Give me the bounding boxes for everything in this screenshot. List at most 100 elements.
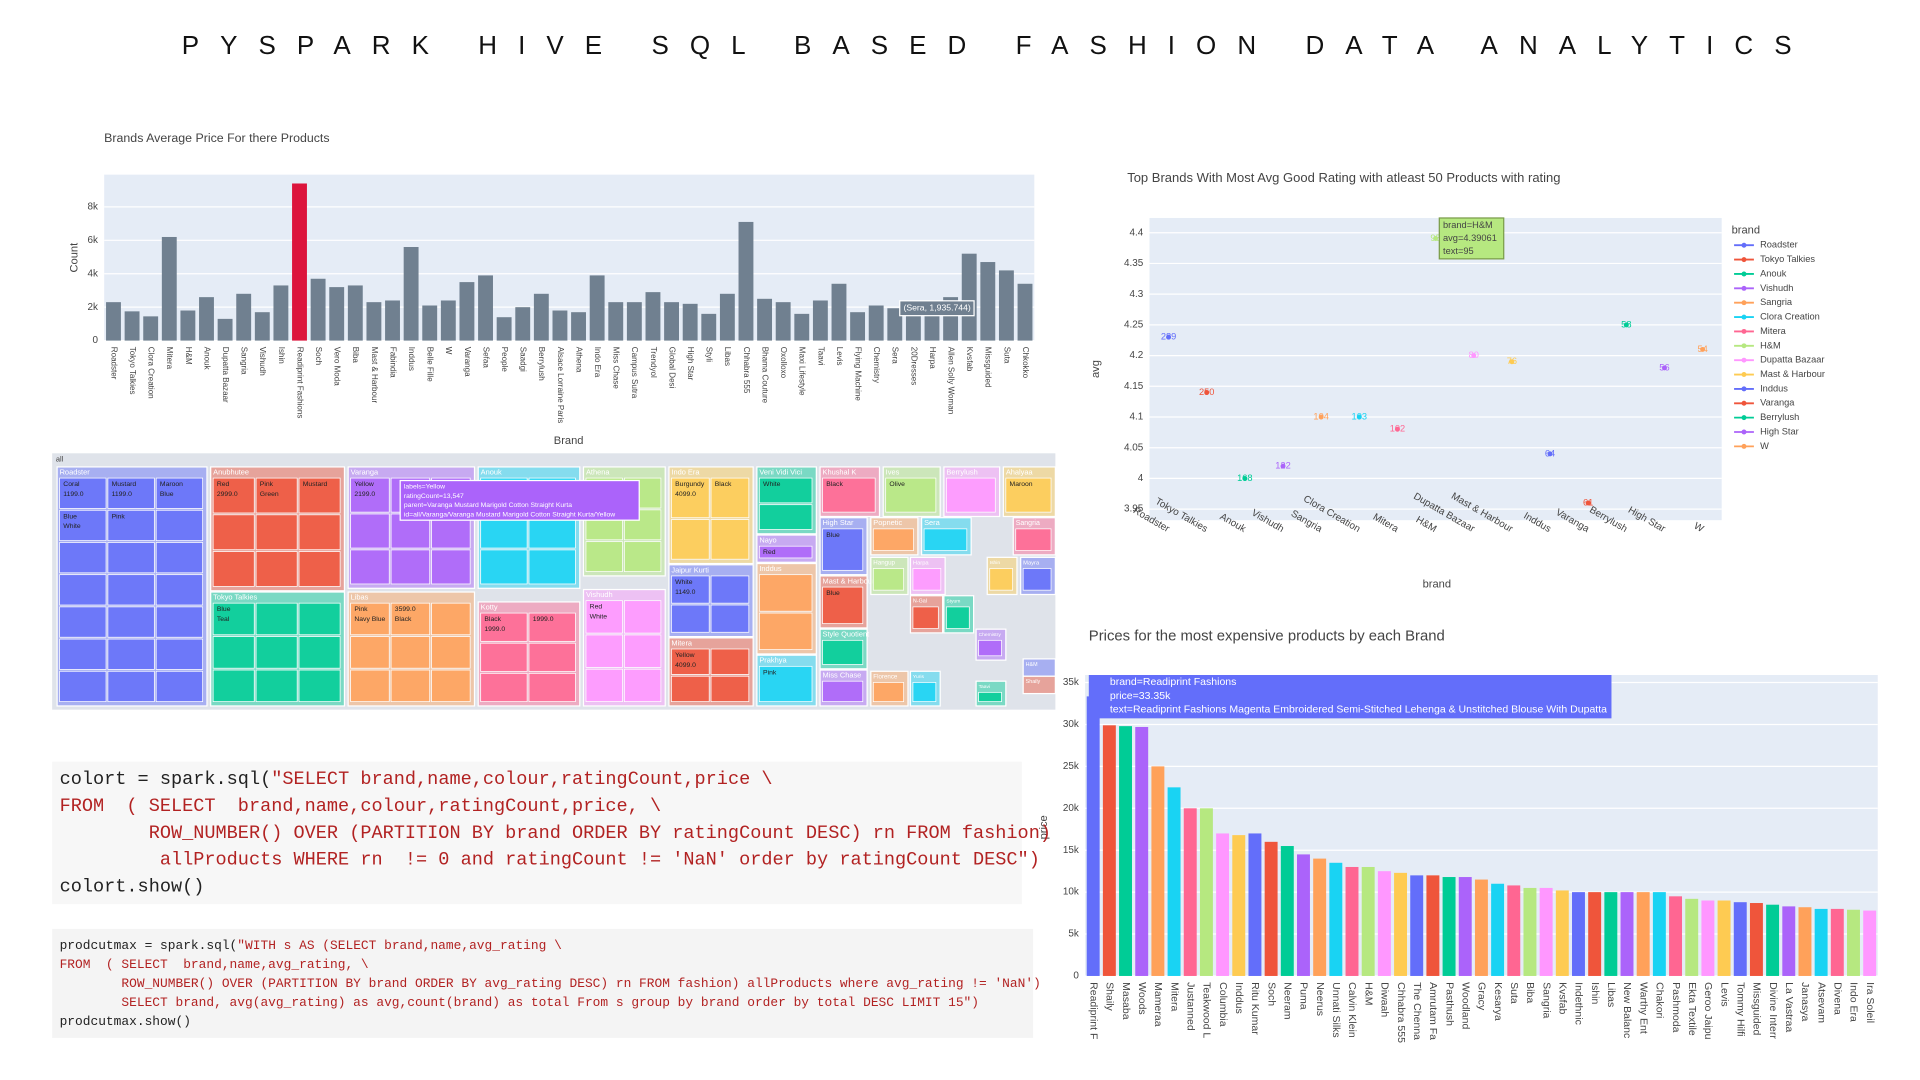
bar: [1830, 908, 1844, 976]
point-label: 54: [1697, 344, 1707, 354]
hover-label: price=33.35k: [1110, 690, 1171, 702]
bar: [143, 316, 159, 341]
treemap-tile: [390, 602, 431, 636]
hover-box: [1088, 675, 1612, 719]
code-line: allProducts WHERE rn != 0 and ratingCoun…: [60, 850, 1040, 871]
x-tick-label: Ishin: [1589, 982, 1601, 1004]
y-axis-label: price: [1038, 815, 1050, 839]
treemap-tile-label: Maroon: [1010, 481, 1033, 488]
x-tick-label: Indo Era: [593, 347, 602, 378]
x-tick-label: H&M: [1362, 982, 1374, 1005]
x-tick-label: Amrutam Fa: [1427, 982, 1439, 1040]
treemap-tile-label: Yellow: [675, 652, 694, 659]
treemap-tile-label: White: [63, 523, 81, 530]
hover-label: labels=Yellow: [404, 484, 445, 491]
x-tick-label: High Star: [686, 347, 695, 381]
legend-label: H&M: [1760, 340, 1781, 350]
bar: [199, 297, 214, 341]
treemap-tile-label: Pink: [354, 606, 368, 613]
x-tick-label: Kesarya: [1492, 982, 1504, 1021]
x-tick-label: Saadgi: [519, 347, 528, 372]
y-tick-label: 3.95: [1124, 504, 1144, 515]
treemap-brand-label: Roadster: [60, 467, 91, 476]
bar: [1685, 898, 1699, 976]
y-tick-label: 0: [1073, 971, 1079, 982]
y-tick-label: 5k: [1068, 929, 1079, 940]
treemap-tile: [107, 606, 155, 638]
point: [1623, 322, 1629, 328]
code-string: ROW_NUMBER() OVER (PARTITION BY brand OR…: [60, 977, 1041, 992]
legend-label: Varanga: [1760, 398, 1795, 408]
point: [1356, 414, 1362, 420]
bar: [961, 253, 977, 341]
point: [1433, 236, 1439, 241]
legend-label: Anouk: [1760, 268, 1787, 278]
x-axis-label: brand: [1423, 579, 1451, 591]
bar: [1426, 875, 1440, 976]
treemap-tile: [255, 551, 298, 587]
bar: [1555, 890, 1569, 976]
point-label: 250: [1199, 387, 1214, 397]
legend-marker: [1741, 242, 1747, 248]
legend-marker: [1741, 257, 1747, 263]
x-tick-label: Readiprint F: [1087, 982, 1099, 1039]
point: [1242, 475, 1248, 481]
treemap-tile-label: 3599.0: [395, 606, 416, 613]
y-tick-label: 4: [1138, 473, 1144, 484]
treemap-tile: [350, 477, 390, 513]
bar: [980, 262, 996, 341]
treemap-brand-label: N-Gal: [913, 599, 927, 605]
code-string: FROM ( SELECT brand,name,avg_rating, \: [60, 958, 369, 973]
code-string: "SELECT brand,name,colour,ratingCount,pr…: [271, 769, 772, 790]
x-tick-label: Unnati Silks: [1330, 982, 1342, 1038]
y-tick-label: 4.4: [1130, 227, 1144, 238]
treemap-brand-label: Anouk: [481, 467, 502, 476]
treemap-brand-label: Nayo: [759, 536, 776, 545]
treemap-tile: [255, 636, 298, 669]
x-tick-label: Vishudh: [258, 347, 267, 376]
treemap-tile-label: Pink: [763, 669, 777, 676]
treemap-tile: [946, 606, 970, 629]
x-tick-label: Global Desi: [667, 347, 676, 389]
bar: [292, 183, 307, 341]
x-tick-label: Inddus: [407, 347, 416, 371]
x-tick-label: Mitera: [1168, 982, 1180, 1011]
x-tick-label: Neerus: [1314, 982, 1326, 1016]
x-tick-label: Kvsfab: [965, 347, 974, 372]
x-tick-label: Atsevam: [1815, 982, 1827, 1023]
x-tick-label: Taavi: [816, 347, 825, 366]
point: [1547, 451, 1553, 457]
bar: [794, 313, 810, 341]
treemap-tile: [978, 639, 1002, 657]
treemap-brand-label: Prakhya: [759, 656, 787, 665]
treemap-tile-label: 1149.0: [675, 589, 696, 596]
bar: [1167, 787, 1181, 976]
bar: [273, 285, 289, 341]
treemap-tile: [480, 642, 528, 672]
bar: [254, 312, 270, 341]
x-tick-label: Alsace Lorraine Paris: [556, 347, 565, 423]
bar: [1814, 908, 1828, 976]
code-block: [52, 928, 1034, 1038]
bar: [626, 302, 642, 341]
point: [1394, 426, 1400, 432]
bar: [1119, 726, 1133, 976]
y-tick-label: 15k: [1063, 845, 1079, 856]
x-tick-label: Missguided: [984, 347, 993, 388]
treemap-brand-label: Khushal K: [823, 467, 857, 476]
x-tick-label: Bhama Couture: [760, 347, 769, 404]
treemap-brand-label: Styum: [946, 599, 960, 605]
treemap-brand-label: Harpa: [913, 560, 929, 566]
treemap-tile: [758, 612, 813, 650]
treemap-tile: [710, 477, 750, 519]
treemap-tile-label: Red: [763, 549, 776, 556]
treemap-brand-label: Mitera: [671, 638, 692, 647]
treemap-tile: [585, 668, 623, 702]
treemap-tile: [212, 477, 255, 514]
x-tick-label: Pashmoda: [1670, 982, 1682, 1032]
treemap-tile: [671, 519, 710, 560]
treemap-tile: [107, 638, 155, 670]
bar: [124, 311, 140, 341]
legend-label: High Star: [1760, 426, 1799, 436]
x-tick-label: Harpa: [928, 347, 937, 369]
